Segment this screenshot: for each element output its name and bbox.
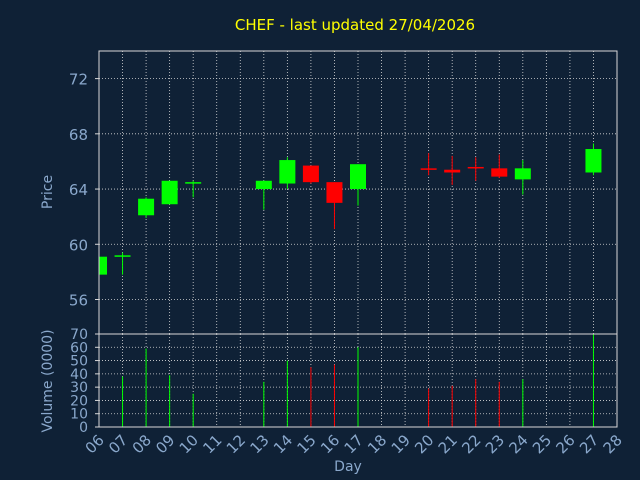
price-axis-label: Price — [40, 175, 56, 209]
candle-body — [114, 255, 131, 257]
candle-body — [326, 182, 343, 203]
price-tick-label: 60 — [69, 236, 88, 254]
candle-body — [302, 165, 319, 183]
x-tick-labels: 0607080910111213141516171819202122232425… — [82, 431, 626, 457]
price-tick-label: 64 — [69, 181, 88, 199]
candle-body — [138, 198, 155, 216]
candle-body — [255, 180, 272, 190]
candle-15 — [302, 165, 319, 184]
candle-body — [279, 160, 296, 184]
candle-body — [161, 180, 178, 205]
candlestick-series — [99, 143, 602, 277]
candle-body — [185, 182, 202, 184]
volume-tick-label: 40 — [70, 367, 88, 383]
price-tick-label: 56 — [69, 291, 88, 309]
candle-body — [467, 166, 484, 169]
candle-17 — [350, 164, 366, 206]
candle-14 — [279, 157, 296, 190]
candle-21 — [444, 155, 461, 185]
candle-10 — [185, 180, 202, 198]
price-tick-label: 72 — [69, 71, 88, 89]
candle-27 — [585, 143, 602, 176]
volume-tick-label: 50 — [70, 354, 88, 370]
volume-tick-label: 30 — [70, 380, 88, 396]
candle-body — [99, 256, 107, 275]
volume-tick-label: 60 — [70, 340, 88, 356]
volume-axis-label: Volume (0000) — [40, 329, 56, 432]
candle-09 — [161, 180, 178, 205]
x-axis-label: Day — [334, 459, 362, 475]
volume-tick-label: 70 — [70, 327, 88, 343]
chart-title: CHEF - last updated 27/04/2026 — [235, 16, 475, 34]
candle-13 — [255, 180, 272, 210]
volume-tick-label: 10 — [70, 407, 88, 423]
volume-panel-frame — [98, 333, 618, 428]
candle-24 — [514, 160, 531, 195]
candle-body — [444, 169, 461, 173]
price-tick-label: 68 — [69, 126, 88, 144]
candle-22 — [467, 157, 484, 181]
candle-06 — [99, 256, 107, 277]
candle-16 — [326, 182, 343, 230]
candle-20 — [420, 153, 437, 176]
candle-07 — [114, 252, 131, 275]
candle-08 — [138, 197, 155, 219]
candle-body — [420, 168, 437, 170]
candle-body — [491, 168, 508, 177]
price-tick-labels: 56 60 64 68 72 — [69, 71, 99, 309]
volume-tick-label: 20 — [70, 393, 88, 409]
volume-tick-label: 0 — [79, 420, 88, 436]
candle-body — [514, 168, 531, 180]
candle-23 — [491, 154, 508, 179]
candle-body — [350, 164, 366, 190]
volume-series — [122, 334, 594, 427]
candle-body — [585, 149, 602, 173]
